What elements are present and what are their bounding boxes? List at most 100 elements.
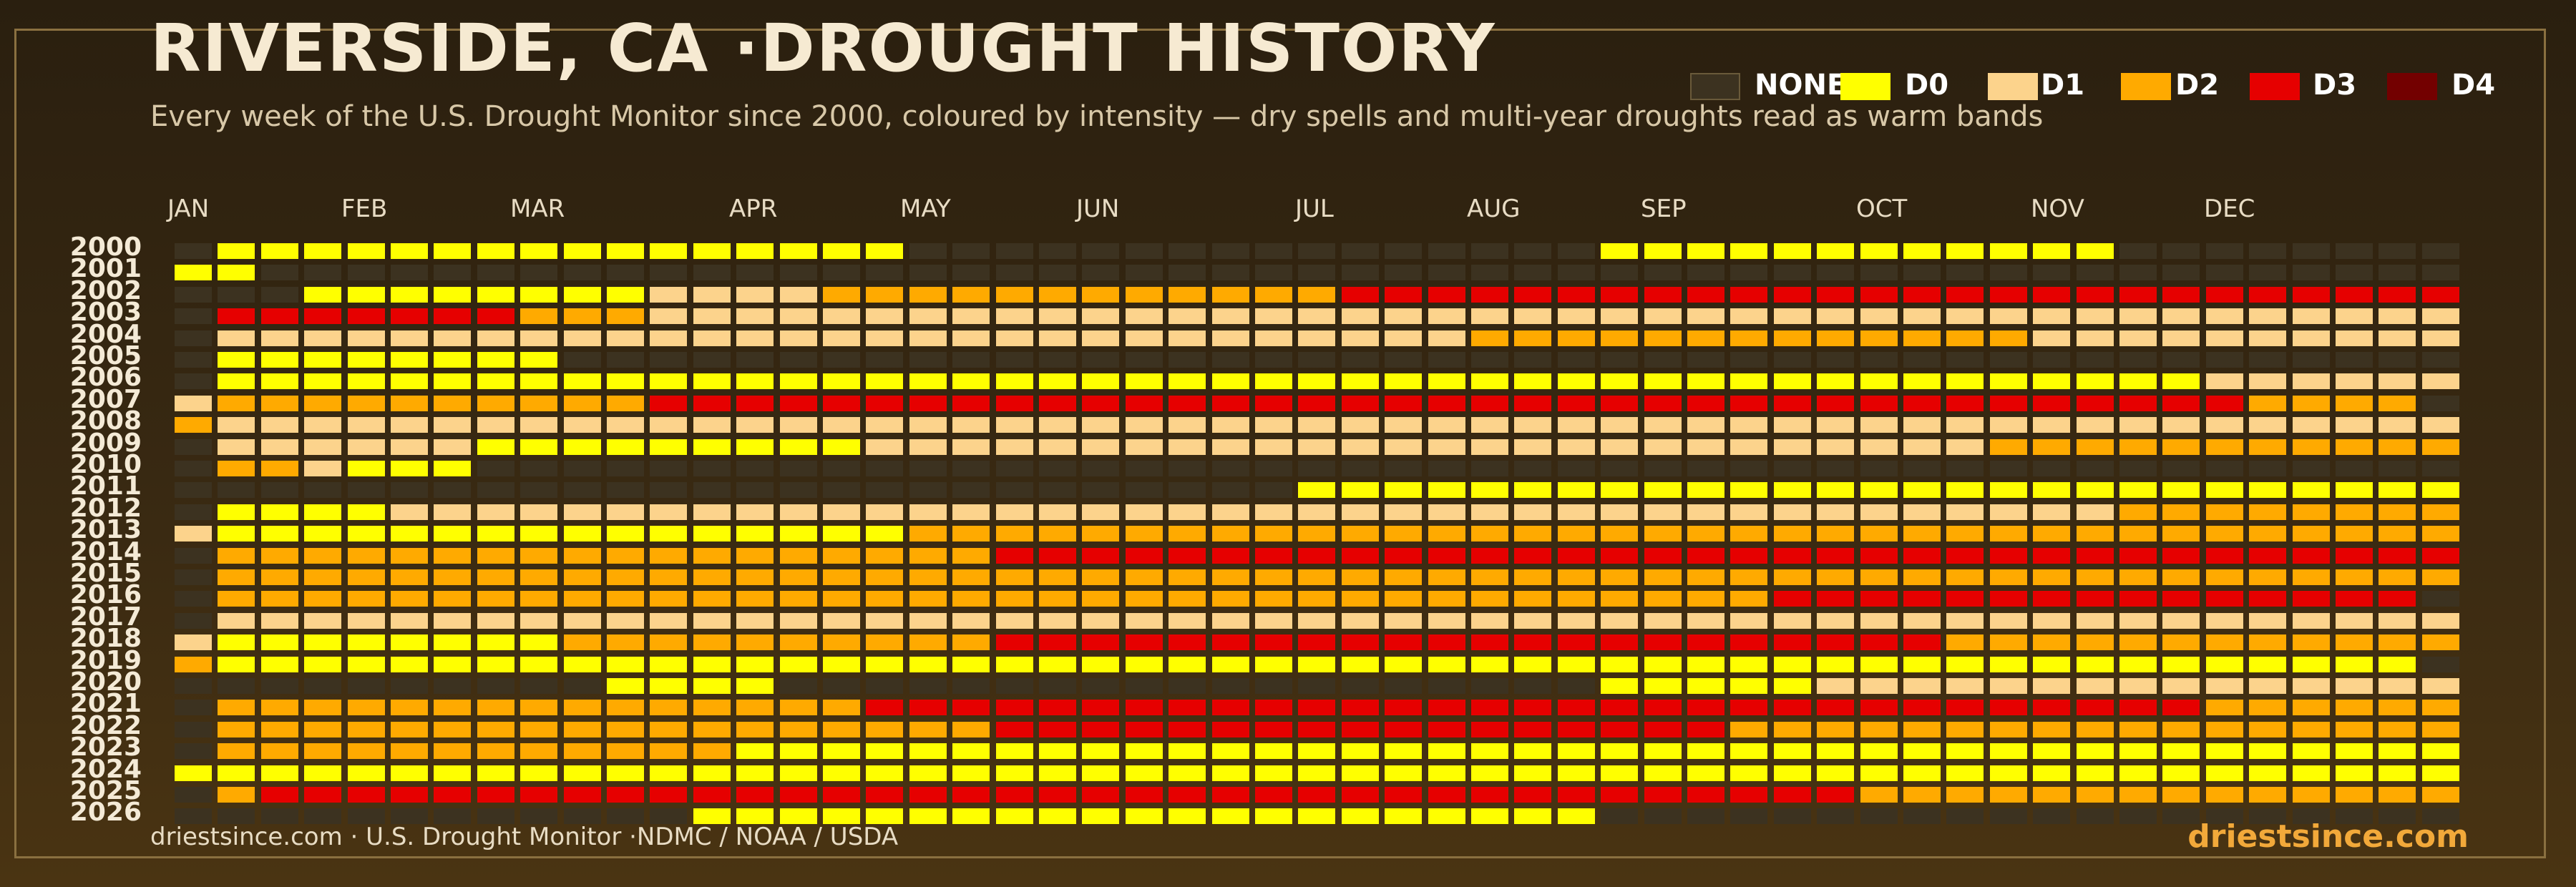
brand-link[interactable]: driestsince.com xyxy=(2187,818,2469,855)
week-cell xyxy=(823,743,860,760)
week-cell xyxy=(2162,504,2200,520)
week-cell xyxy=(1946,482,1984,499)
week-cell xyxy=(650,438,688,455)
week-cell xyxy=(1125,352,1163,368)
week-cell xyxy=(2076,787,2114,803)
week-cell xyxy=(347,482,385,499)
week-cell xyxy=(1169,352,1206,368)
week-cell xyxy=(736,634,774,651)
week-cell xyxy=(2162,765,2200,781)
week-cell xyxy=(1428,417,1465,433)
week-cell xyxy=(995,308,1033,325)
week-cell xyxy=(2119,547,2157,564)
week-cell xyxy=(391,308,428,325)
week-cell xyxy=(304,330,342,346)
week-cell xyxy=(2421,308,2459,325)
week-cell xyxy=(2205,265,2243,281)
week-cell xyxy=(304,482,342,499)
week-cell xyxy=(823,330,860,346)
week-cell xyxy=(1946,395,1984,411)
week-cell xyxy=(693,721,731,737)
week-cell xyxy=(260,395,298,411)
week-cell xyxy=(2421,700,2459,716)
week-cell xyxy=(2119,286,2157,303)
week-cell xyxy=(1557,808,1595,825)
week-cell xyxy=(779,787,817,803)
week-cell xyxy=(2162,461,2200,476)
week-cell xyxy=(2119,417,2157,433)
week-cell xyxy=(347,765,385,781)
week-cell xyxy=(347,787,385,803)
week-cell xyxy=(736,808,774,825)
week-cell xyxy=(1082,395,1120,411)
year-label-2023: 2023 xyxy=(69,732,142,763)
week-cell xyxy=(563,787,601,803)
week-cell xyxy=(909,395,947,411)
week-cell xyxy=(2249,591,2287,607)
week-cell xyxy=(1601,656,1639,672)
week-cell xyxy=(1644,373,1682,390)
week-cell xyxy=(2336,569,2373,585)
chart-frame xyxy=(14,29,2546,858)
week-cell xyxy=(866,721,904,737)
week-cell xyxy=(1644,504,1682,520)
week-cell xyxy=(952,656,990,672)
week-cell xyxy=(1644,678,1682,694)
week-cell xyxy=(2292,634,2330,651)
week-cell xyxy=(909,808,947,825)
week-cell xyxy=(2249,526,2287,542)
week-cell xyxy=(1341,352,1379,368)
week-cell xyxy=(693,308,731,325)
week-cell xyxy=(347,395,385,411)
week-cell xyxy=(1860,265,1898,281)
week-cell xyxy=(952,634,990,651)
week-cell xyxy=(1428,504,1465,520)
week-cell xyxy=(1989,330,2027,346)
week-cell xyxy=(995,265,1033,281)
week-cell xyxy=(1039,352,1076,368)
week-cell xyxy=(1298,243,1336,259)
week-cell xyxy=(1514,352,1552,368)
week-cell xyxy=(2421,634,2459,651)
week-cell xyxy=(1428,808,1465,825)
month-label-jul: JUL xyxy=(1295,195,1334,223)
week-cell xyxy=(1514,591,1552,607)
week-cell xyxy=(779,504,817,520)
week-cell xyxy=(1298,373,1336,390)
week-cell xyxy=(995,330,1033,346)
week-cell xyxy=(1211,330,1249,346)
week-cell xyxy=(1557,330,1595,346)
week-cell xyxy=(260,461,298,476)
week-cell xyxy=(1385,308,1423,325)
week-cell xyxy=(2249,612,2287,629)
week-cell xyxy=(2292,395,2330,411)
week-cell xyxy=(477,634,514,651)
week-cell xyxy=(1211,634,1249,651)
week-cell xyxy=(2205,482,2243,499)
week-cell xyxy=(520,612,558,629)
legend-label-none: NONE xyxy=(1755,69,1847,102)
week-cell xyxy=(1514,808,1552,825)
week-cell xyxy=(2033,591,2071,607)
week-cell xyxy=(2292,373,2330,390)
week-cell xyxy=(1471,547,1508,564)
week-cell xyxy=(779,352,817,368)
week-cell xyxy=(434,765,472,781)
year-label-2004: 2004 xyxy=(69,319,142,349)
week-cell xyxy=(736,286,774,303)
week-cell xyxy=(2336,787,2373,803)
week-cell xyxy=(1082,482,1120,499)
week-cell xyxy=(434,808,472,825)
week-cell xyxy=(909,504,947,520)
week-cell xyxy=(1082,612,1120,629)
week-cell xyxy=(1687,721,1724,737)
week-cell xyxy=(1860,243,1898,259)
week-cell xyxy=(1514,243,1552,259)
week-cell xyxy=(2162,395,2200,411)
week-cell xyxy=(1817,634,1855,651)
week-cell xyxy=(434,721,472,737)
week-cell xyxy=(1169,438,1206,455)
week-cell xyxy=(2292,743,2330,760)
week-cell xyxy=(218,504,255,520)
week-cell xyxy=(2249,417,2287,433)
